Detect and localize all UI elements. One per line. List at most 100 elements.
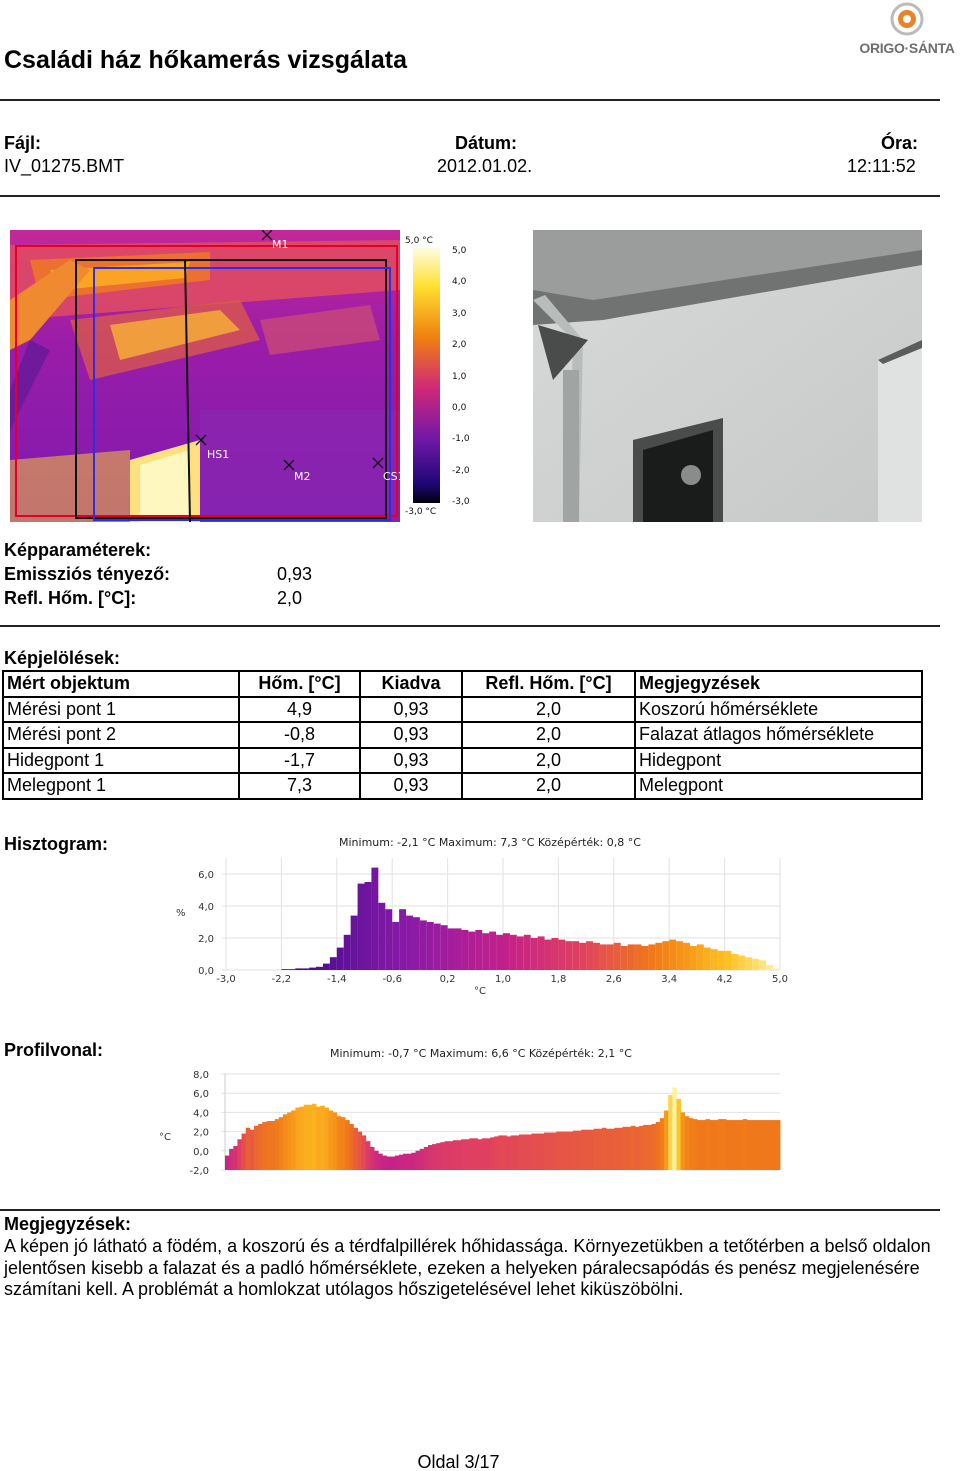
profile-bar (378, 1153, 383, 1170)
histogram-bar (509, 934, 517, 970)
profile-bar (481, 1138, 487, 1170)
histogram-bar (316, 966, 323, 970)
profile-bar (299, 1106, 305, 1170)
visible-photo (533, 230, 922, 522)
profile-bar (328, 1110, 334, 1170)
x-tick-label: 3,4 (661, 974, 677, 985)
profile-bar (357, 1131, 363, 1170)
profile-bar (688, 1118, 694, 1170)
profile-bar (514, 1135, 520, 1170)
histogram-bar (406, 915, 413, 970)
profile-bar (672, 1087, 677, 1170)
profile-bar (651, 1123, 657, 1170)
histogram-bar (482, 933, 490, 970)
histogram-bar (544, 939, 552, 970)
cell-object: Melegpont 1 (2, 772, 240, 800)
profile-bar (258, 1123, 263, 1170)
profile-bar (469, 1138, 474, 1170)
histogram-bar (648, 944, 656, 970)
histogram-bar (662, 941, 670, 970)
profile-bar (270, 1121, 276, 1170)
histogram-bar (593, 942, 600, 970)
table-row: Melegpont 1 7,3 0,93 2,0 Melegpont (2, 772, 923, 800)
profile-bar (394, 1155, 400, 1170)
histogram-bar (468, 931, 476, 970)
profile-bar (560, 1131, 566, 1170)
profile-bar (755, 1120, 760, 1170)
profile-bar (622, 1126, 628, 1170)
cell-emissivity: 0,93 (359, 746, 463, 774)
scale-tick: 3,0 (452, 309, 467, 319)
x-tick-label: 5,0 (772, 974, 788, 985)
histogram-stats: Minimum: -2,1 °C Maximum: 7,3 °C Középér… (339, 836, 641, 849)
histogram-bar (281, 969, 289, 970)
col-emissivity: Kiadva (359, 670, 463, 698)
markings-heading: Képjelölések: (4, 648, 121, 668)
profile-bar (307, 1104, 313, 1170)
profile-bar (303, 1104, 309, 1170)
histogram-bar (551, 938, 559, 970)
profile-bar (742, 1119, 748, 1170)
cell-notes: Melegpont (634, 772, 923, 800)
profile-bar (477, 1139, 483, 1170)
profile-bar (639, 1125, 644, 1170)
notes-heading: Megjegyzések: (4, 1214, 132, 1234)
scale-tick: -1,0 (452, 434, 470, 444)
profile-bar (751, 1120, 756, 1170)
profile-bar (473, 1138, 479, 1170)
profile-bar (618, 1127, 624, 1170)
cell-emissivity: 0,93 (359, 772, 463, 800)
profile-bar (568, 1131, 574, 1170)
histogram-bar (503, 933, 510, 970)
histogram-bar (288, 969, 296, 970)
profile-bar (353, 1127, 358, 1170)
emissivity-label: Emissziós tényező: (4, 564, 171, 584)
scale-tick: -2,0 (452, 466, 470, 476)
cell-refl-temp: 2,0 (461, 721, 636, 749)
profile-bar (398, 1154, 404, 1170)
histogram-bar (454, 928, 462, 970)
profile-bar (684, 1116, 690, 1170)
profile-bar (680, 1112, 686, 1170)
profile-bar (593, 1128, 599, 1170)
profile-bar (610, 1128, 615, 1170)
histogram-bar (710, 949, 718, 970)
profile-bar (746, 1120, 752, 1170)
histogram-bar (731, 954, 739, 970)
markings-table: Mért objektum Hőm. [°C] Kiadva Refl. Hőm… (2, 670, 923, 800)
profile-bar (659, 1118, 665, 1170)
y-tick-label: 0,0 (198, 966, 214, 977)
profile-bar (386, 1156, 392, 1170)
profile-axes: °C -2,0 0,0 2,0 4,0 6,0 8,0 (159, 1070, 209, 1177)
profile-bar (345, 1120, 350, 1170)
profile-bar (253, 1125, 259, 1170)
profile-bar (647, 1124, 653, 1170)
histogram-bar (523, 934, 531, 970)
profile-bar (427, 1145, 433, 1170)
histogram-bar (558, 939, 566, 970)
histogram-bar (426, 922, 434, 970)
profile-bar (262, 1122, 267, 1170)
profile-bar (722, 1119, 727, 1170)
profile-bar (448, 1141, 454, 1170)
profile-bar (465, 1139, 470, 1170)
x-tick-label: -2,2 (272, 974, 292, 985)
histogram-axes: % °C -3,0 -2,2 -1,4 -0,6 0,2 1,0 1,8 2,6 3,4 4,2 5… (176, 870, 788, 997)
col-object: Mért objektum (2, 670, 240, 698)
histogram-bar (724, 950, 732, 970)
profile-bar (374, 1150, 379, 1170)
profile-bar (734, 1120, 739, 1170)
histogram-bar (745, 957, 753, 970)
profile-bar (775, 1120, 781, 1170)
profile-bar (278, 1117, 284, 1170)
histogram-bar (676, 941, 684, 970)
histogram-bar (336, 947, 344, 970)
cell-temp: -0,8 (238, 721, 361, 749)
profile-chart: Minimum: -0,7 °C Maximum: 6,6 °C Középér… (159, 1047, 781, 1177)
profile-bar (506, 1136, 512, 1170)
profile-bar (423, 1146, 429, 1170)
histogram-bar (530, 938, 538, 970)
profile-bar (548, 1132, 553, 1170)
cell-emissivity: 0,93 (359, 721, 463, 749)
histogram-chart: Minimum: -2,1 °C Maximum: 7,3 °C Középér… (176, 836, 788, 997)
